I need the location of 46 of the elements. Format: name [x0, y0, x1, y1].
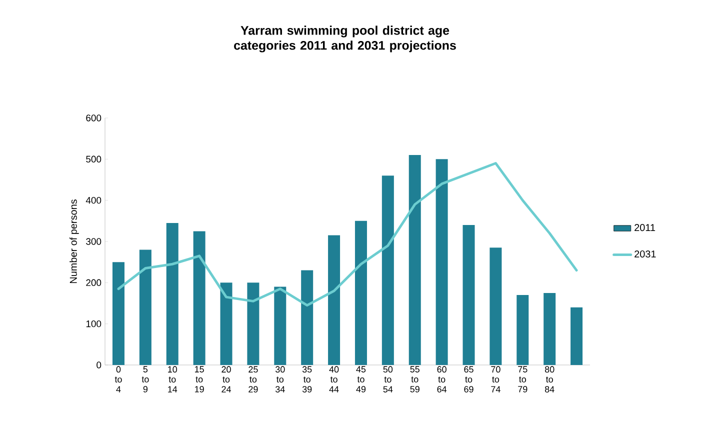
legend-label: 2011: [634, 224, 656, 232]
x-tick-label: 70 to 74: [491, 366, 500, 392]
bar: [570, 307, 583, 365]
y-tick-label: 600: [86, 114, 102, 122]
x-tick-label: 40 to 44: [329, 366, 339, 392]
bar: [112, 262, 124, 365]
y-tick-label: 100: [86, 320, 102, 328]
x-tick-label: 20 to 24: [222, 366, 231, 392]
bar: [274, 286, 286, 365]
x-tick-label: 15 to 19: [195, 366, 204, 392]
x-tick-label: 30 to 34: [276, 366, 285, 392]
bar: [328, 235, 340, 365]
bar: [193, 231, 206, 365]
y-tick-label: 400: [86, 196, 102, 204]
x-tick-label: 60 to 64: [437, 366, 447, 392]
x-tick-label: 50 to 54: [383, 366, 393, 392]
x-tick-label: 45 to 49: [356, 366, 366, 392]
x-tick-label: 10 to 14: [168, 366, 178, 392]
y-axis-title: Number of persons: [70, 200, 79, 284]
bar: [408, 155, 421, 365]
bar: [516, 295, 529, 365]
bar: [544, 292, 556, 365]
bar: [139, 250, 152, 365]
bar: [301, 270, 314, 365]
x-tick-label: 80 to 84: [544, 366, 554, 392]
bar: [382, 176, 394, 365]
y-tick-label: 200: [86, 279, 102, 286]
x-tick-label: 75 to 79: [518, 366, 528, 392]
x-tick-label: 35 to 39: [302, 366, 312, 392]
bar: [247, 282, 260, 365]
x-tick-label: 0 to 4: [114, 366, 122, 392]
y-tick-label: 500: [86, 156, 102, 163]
bar: [490, 248, 502, 365]
y-tick-label: 0: [96, 362, 102, 368]
legend-label: 2031: [634, 250, 656, 258]
bar: [166, 222, 178, 365]
x-tick-label: 5 to 9: [142, 366, 149, 392]
bar: [354, 220, 367, 365]
chart-title: Yarram swimming pool district age categories 2011 and 2031 projections: [234, 26, 456, 52]
x-tick-label: 25 to 29: [248, 366, 258, 392]
x-tick-label: 55 to 59: [410, 366, 420, 392]
bar: [462, 225, 475, 365]
bar: [436, 159, 448, 365]
x-tick-label: 65 to 69: [464, 366, 474, 392]
bar: [220, 282, 232, 365]
y-tick-label: 300: [86, 238, 102, 245]
